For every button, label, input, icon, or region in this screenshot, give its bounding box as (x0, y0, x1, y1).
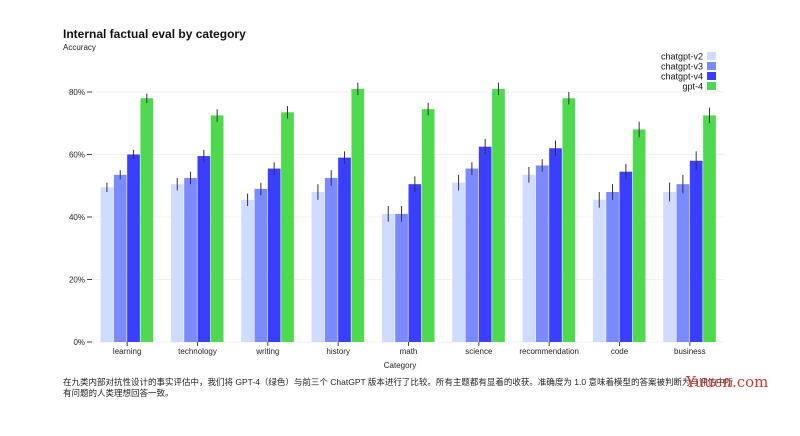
y-tick-label: 0% (73, 338, 85, 347)
bar-chatgpt-v4-business (689, 160, 703, 342)
bar-chatgpt-v4-science (478, 146, 492, 342)
legend-swatch-chatgpt-v4[interactable] (707, 72, 716, 80)
bar-chatgpt-v3-recommendation (535, 165, 549, 342)
legend-label-chatgpt-v2[interactable]: chatgpt-v2 (661, 52, 703, 62)
legend-swatch-chatgpt-v2[interactable] (707, 52, 716, 60)
y-tick-label: 80% (69, 88, 85, 97)
x-tick-label-learning: learning (113, 347, 141, 356)
bar-chatgpt-v4-writing (267, 168, 281, 342)
legend-swatch-gpt-4[interactable] (707, 82, 716, 90)
bar-chatgpt-v2-learning (100, 187, 114, 342)
y-tick-label: 20% (69, 276, 85, 285)
bar-chatgpt-v2-code (592, 199, 606, 342)
legend-label-chatgpt-v4[interactable]: chatgpt-v4 (661, 72, 703, 82)
bar-chatgpt-v3-technology (184, 177, 197, 342)
x-tick-label-business: business (674, 347, 706, 356)
bar-chatgpt-v4-math (408, 184, 422, 342)
bar-chatgpt-v3-writing (254, 188, 268, 342)
legend-label-chatgpt-v3[interactable]: chatgpt-v3 (661, 62, 703, 72)
bar-chatgpt-v2-science (452, 182, 465, 342)
bar-chatgpt-v2-business (663, 192, 676, 342)
bar-gpt-4-code (632, 129, 646, 342)
bar-chatgpt-v3-science (465, 168, 479, 342)
x-tick-label-code: code (611, 347, 629, 356)
bar-gpt-4-writing (281, 112, 294, 342)
bar-chatgpt-v2-technology (170, 184, 184, 342)
y-tick-label: 40% (69, 213, 85, 222)
x-tick-label-science: science (465, 347, 493, 356)
y-axis-label: Accuracy (63, 43, 96, 52)
chart-title: Internal factual eval by category (63, 27, 246, 41)
legend-label-gpt-4[interactable]: gpt-4 (682, 82, 703, 92)
y-tick-label: 60% (69, 151, 85, 160)
bar-chatgpt-v2-math (381, 213, 395, 342)
x-tick-label-writing: writing (255, 347, 279, 356)
x-axis-label: Category (384, 361, 416, 370)
bar-chatgpt-v4-technology (197, 156, 211, 342)
bar-gpt-4-science (492, 88, 505, 342)
bar-gpt-4-math (421, 109, 435, 342)
bar-chatgpt-v3-learning (113, 174, 127, 342)
bar-gpt-4-learning (140, 98, 154, 342)
x-tick-label-math: math (400, 347, 418, 356)
bar-chatgpt-v2-recommendation (522, 174, 536, 342)
x-tick-label-history: history (326, 347, 350, 356)
bar-chatgpt-v4-history (338, 157, 351, 342)
watermark: Yuucn.com (686, 373, 769, 391)
bar-gpt-4-business (703, 115, 716, 342)
error-bars (106, 82, 710, 222)
bar-chatgpt-v4-code (619, 171, 633, 342)
bar-gpt-4-technology (210, 115, 224, 342)
x-ticks: learning technology writing history math scie… (113, 342, 706, 356)
bar-chatgpt-v4-recommendation (549, 148, 562, 342)
y-ticks: 0% 20% 40% 60% 80% (69, 88, 92, 347)
bar-gpt-4-recommendation (562, 98, 576, 342)
x-tick-label-recommendation: recommendation (519, 347, 579, 356)
bar-chatgpt-v2-history (311, 192, 325, 342)
legend-swatch-chatgpt-v3[interactable] (707, 62, 716, 70)
bar-chatgpt-v3-math (395, 213, 408, 342)
bar-gpt-4-history (351, 88, 365, 342)
bars (100, 88, 716, 342)
bar-chatgpt-v3-code (606, 192, 619, 342)
caption: 在九类内部对抗性设计的事实评估中，我们将 GPT-4（绿色）与前三个 ChatG… (63, 377, 733, 398)
bar-chatgpt-v3-history (324, 177, 338, 342)
bar-chatgpt-v4-learning (127, 154, 140, 342)
x-tick-label-technology: technology (178, 347, 217, 356)
bar-chatgpt-v3-business (676, 184, 690, 342)
bar-chatgpt-v2-writing (241, 199, 254, 342)
